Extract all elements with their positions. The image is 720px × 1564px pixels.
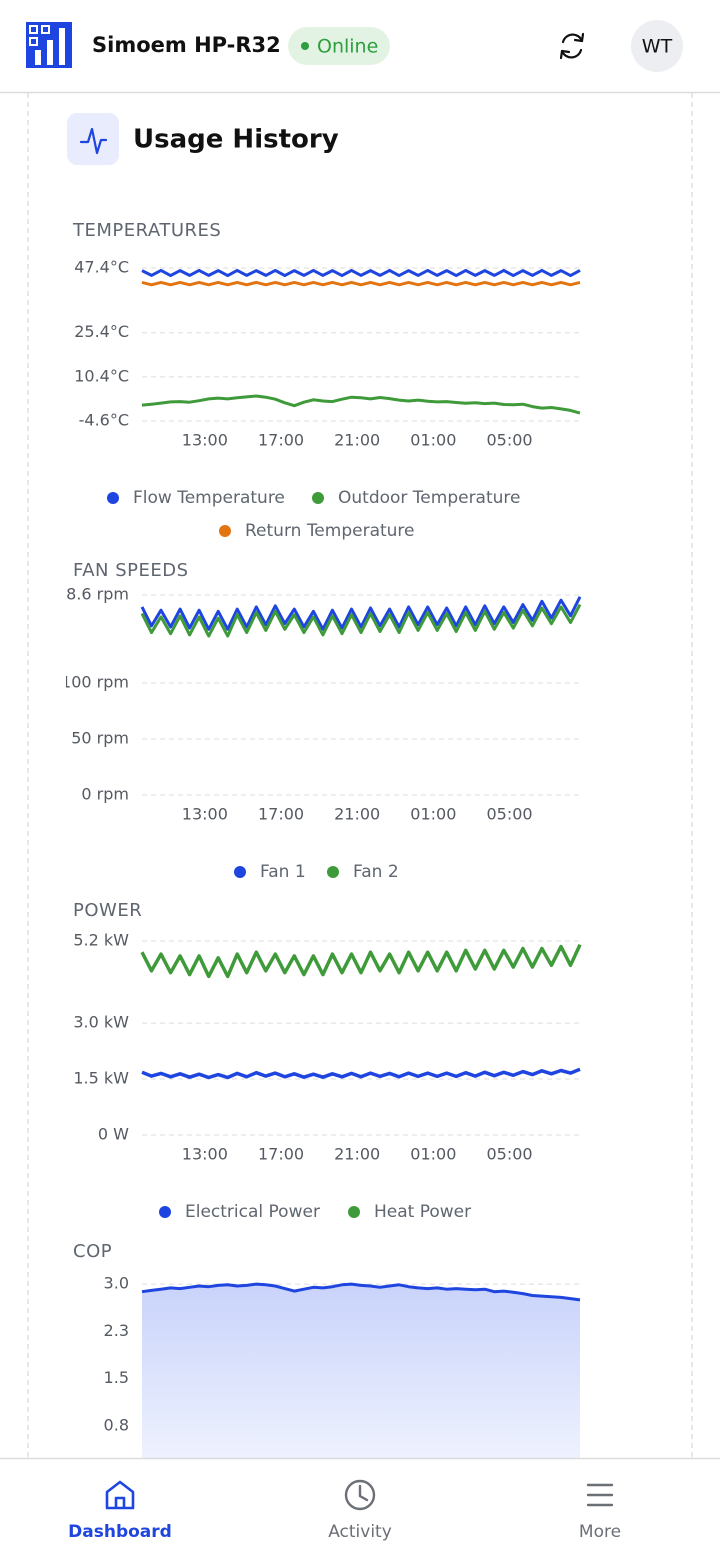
x-tick-label: 05:00 xyxy=(486,1145,532,1164)
legend-dot xyxy=(107,492,119,504)
header: Simoem HP-R32 Online WT xyxy=(0,0,720,94)
y-tick-label: 0 W xyxy=(98,1125,129,1144)
avatar[interactable] xyxy=(631,20,683,72)
status-badge xyxy=(288,27,390,65)
legend-label: Outdoor Temperature xyxy=(338,488,521,508)
x-tick-label: 21:00 xyxy=(334,1145,380,1164)
nav-dashboard[interactable]: Dashboard xyxy=(68,1480,172,1542)
x-tick-label: 05:00 xyxy=(486,805,532,824)
x-tick-label: 17:00 xyxy=(258,431,304,450)
nav-label: More xyxy=(579,1522,621,1542)
legend-dot xyxy=(219,525,231,537)
y-tick-label: 1.5 xyxy=(104,1368,129,1387)
chart-title: POWER xyxy=(73,900,142,921)
x-tick-label: 17:00 xyxy=(258,805,304,824)
series-area xyxy=(142,1284,580,1473)
legend-label: Heat Power xyxy=(374,1202,471,1222)
y-tick-label: 0 rpm xyxy=(81,785,129,804)
legend-label: Flow Temperature xyxy=(133,488,285,508)
x-tick-label: 01:00 xyxy=(410,805,456,824)
status: Online xyxy=(317,36,378,58)
nav-label: Activity xyxy=(328,1522,392,1542)
x-tick-label: 13:00 xyxy=(182,805,228,824)
x-tick-label: 05:00 xyxy=(486,431,532,450)
y-tick-label: 5.2 kW xyxy=(73,931,129,950)
y-tick-label: 100 rpm xyxy=(61,673,129,692)
x-tick-label: 13:00 xyxy=(182,1145,228,1164)
y-tick-label: 3.0 xyxy=(104,1274,129,1293)
series-line xyxy=(141,394,581,415)
x-tick-label: 21:00 xyxy=(334,431,380,450)
chart-title: TEMPERATURES xyxy=(72,220,221,241)
status-dot xyxy=(301,42,309,50)
x-tick-label: 21:00 xyxy=(334,805,380,824)
nav-label: Dashboard xyxy=(68,1522,172,1542)
legend-dot xyxy=(159,1206,171,1218)
legend-dot xyxy=(348,1206,360,1218)
legend-label: Fan 2 xyxy=(353,862,399,882)
legend-label: Return Temperature xyxy=(245,521,415,541)
y-tick-label: 25.4°C xyxy=(74,322,129,341)
bottom-nav: Dashboard Activity More xyxy=(0,1457,720,1564)
legend-dot xyxy=(312,492,324,504)
refresh-button[interactable] xyxy=(559,32,585,60)
section-title: Usage History xyxy=(133,125,339,155)
charts: TEMPERATURES 47.4°C 25.4°C 10.4°C -4.6°C 13:0… xyxy=(46,220,582,1473)
y-tick-label: -4.6°C xyxy=(79,411,129,430)
x-tick-label: 01:00 xyxy=(410,431,456,450)
x-tick-label: 01:00 xyxy=(410,1145,456,1164)
x-tick-label: 17:00 xyxy=(258,1145,304,1164)
nav-activity[interactable]: Activity xyxy=(328,1479,392,1542)
legend-dot xyxy=(234,866,246,878)
y-tick-label: 50 rpm xyxy=(71,729,129,748)
legend-label: Electrical Power xyxy=(185,1202,320,1222)
logo xyxy=(26,22,72,68)
series-line xyxy=(140,603,582,638)
y-tick-label: 3.0 kW xyxy=(73,1013,129,1032)
y-tick-label: 10.4°C xyxy=(74,366,129,385)
y-tick-label: 2.3 xyxy=(104,1321,129,1340)
y-tick-label: 0.8 xyxy=(104,1415,129,1434)
device-name: Simoem HP-R32 xyxy=(92,33,281,57)
avatar-initials: WT xyxy=(642,36,673,58)
y-tick-label: 178.6 rpm xyxy=(46,585,129,604)
series-line xyxy=(140,943,582,979)
chart-title: COP xyxy=(73,1241,112,1262)
series-line xyxy=(141,1282,581,1302)
nav-more[interactable]: More xyxy=(579,1483,621,1542)
x-tick-label: 13:00 xyxy=(182,431,228,450)
legend-label: Fan 1 xyxy=(260,862,306,882)
y-tick-label: 47.4°C xyxy=(74,258,129,277)
series-line xyxy=(140,596,582,631)
series-line xyxy=(141,280,581,287)
legend-dot xyxy=(327,866,339,878)
y-tick-label: 1.5 kW xyxy=(73,1069,129,1088)
series-line xyxy=(141,1067,581,1080)
series-line xyxy=(141,268,581,278)
chart-title: FAN SPEEDS xyxy=(73,560,189,581)
